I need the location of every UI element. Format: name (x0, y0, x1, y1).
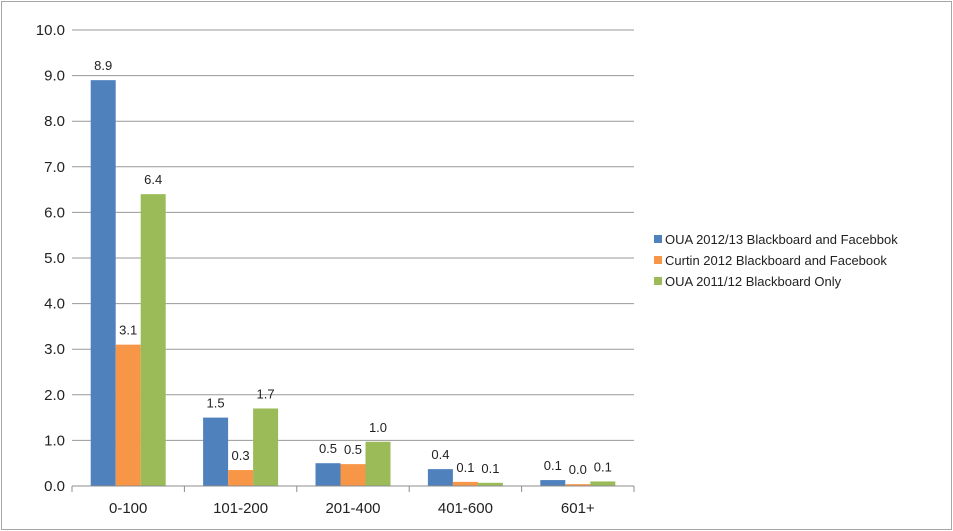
bar (140, 194, 166, 486)
x-category-label: 201-400 (325, 500, 380, 517)
data-label: 1.0 (369, 420, 387, 435)
y-tick-label: 3.0 (44, 341, 65, 358)
y-axis-ticks: 0.0 1.0 2.0 3.0 4.0 5.0 6.0 7.0 8.0 9.0 10.0 (36, 22, 65, 495)
bar (115, 344, 141, 486)
bar (452, 481, 478, 486)
y-tick-label: 7.0 (44, 159, 65, 176)
y-tick-label: 6.0 (44, 204, 65, 221)
legend-label: Curtin 2012 Blackboard and Facebook (665, 253, 887, 268)
bar (590, 481, 616, 486)
bar (90, 80, 116, 486)
data-label: 8.9 (94, 58, 112, 73)
y-tick-label: 8.0 (44, 113, 65, 130)
y-tick-label: 10.0 (36, 22, 65, 39)
data-label: 3.1 (119, 323, 137, 338)
data-label: 0.0 (569, 462, 587, 477)
bar (477, 482, 503, 486)
bars (90, 80, 616, 486)
legend-swatch (654, 235, 662, 243)
bar (540, 480, 566, 486)
legend-label: OUA 2012/13 Blackboard and Facebbok (665, 232, 898, 247)
bar (427, 469, 453, 486)
data-label: 0.1 (594, 459, 612, 474)
legend-label: OUA 2011/12 Blackboard Only (665, 274, 842, 289)
data-label: 1.7 (257, 386, 275, 401)
legend-swatch (654, 277, 662, 285)
x-category-label: 0-100 (109, 500, 147, 517)
data-label: 0.5 (344, 442, 362, 457)
legend: OUA 2012/13 Blackboard and Facebbok Curti… (654, 232, 898, 289)
x-category-label: 401-600 (438, 500, 493, 517)
data-label: 0.1 (481, 461, 499, 476)
y-tick-label: 0.0 (44, 478, 65, 495)
data-label: 0.1 (544, 458, 562, 473)
bar (315, 463, 341, 486)
data-label: 0.4 (431, 447, 449, 462)
bar (228, 470, 254, 486)
x-axis-categories: 0-100 101-200 201-400 401-600 601+ (109, 500, 595, 517)
x-axis (71, 485, 635, 492)
data-labels: 8.9 1.5 0.5 0.4 0.1 3.1 0.3 0.5 0.1 0.0 6.4 1.7 1.0 0… (94, 58, 612, 477)
bar (340, 464, 366, 486)
bar (203, 417, 229, 486)
y-tick-label: 9.0 (44, 68, 65, 85)
y-tick-label: 2.0 (44, 387, 65, 404)
data-label: 0.1 (456, 460, 474, 475)
bar (253, 408, 279, 486)
x-category-label: 101-200 (213, 500, 268, 517)
y-tick-label: 4.0 (44, 296, 65, 313)
data-label: 0.3 (232, 448, 250, 463)
bar (365, 441, 391, 486)
data-label: 1.5 (207, 396, 225, 411)
bar (565, 484, 591, 486)
legend-swatch (654, 256, 662, 264)
data-label: 6.4 (144, 172, 162, 187)
data-label: 0.5 (319, 441, 337, 456)
x-category-label: 601+ (561, 500, 595, 517)
y-tick-label: 5.0 (44, 250, 65, 267)
y-tick-label: 1.0 (44, 432, 65, 449)
